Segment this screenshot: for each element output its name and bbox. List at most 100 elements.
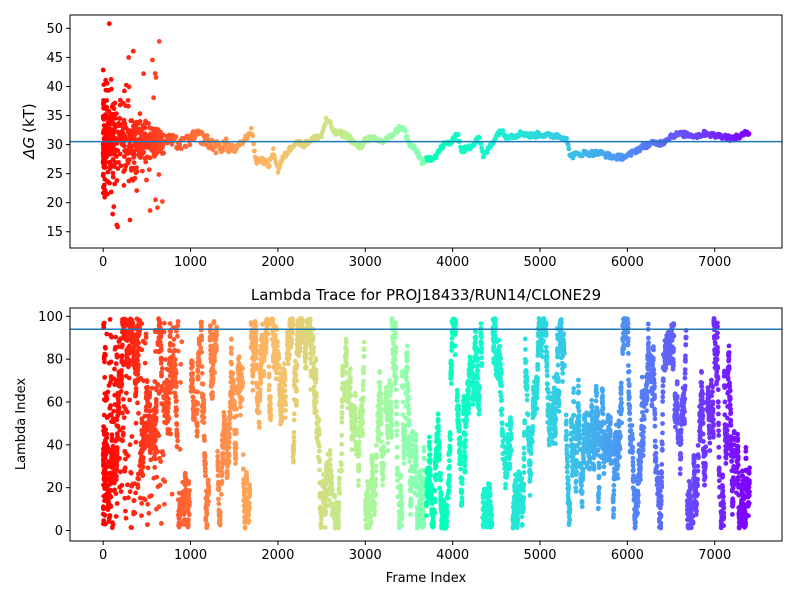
lambda-point [215, 462, 221, 467]
lambda-point [394, 422, 400, 428]
lambda-point [294, 378, 300, 384]
delta-g-point [267, 163, 272, 169]
lambda-point [140, 456, 146, 461]
lambda-point [257, 387, 263, 393]
lambda-point [437, 485, 442, 491]
delta-g-point [147, 155, 153, 161]
lambda-point [291, 459, 296, 465]
lambda-point [293, 372, 299, 378]
delta-g-point [102, 194, 108, 200]
lambda-point [199, 370, 205, 376]
lambda-point [119, 368, 124, 373]
x-tick-label: 0 [99, 255, 107, 270]
lambda-point [445, 495, 451, 501]
delta-g-point [141, 150, 147, 155]
delta-g-point [110, 157, 116, 162]
lambda-point [339, 419, 345, 425]
lambda-point [389, 431, 394, 437]
lambda-point [427, 446, 433, 452]
delta-g-point [480, 154, 486, 160]
lambda-point [408, 512, 413, 517]
y-tick-label: 50 [46, 22, 63, 37]
lambda-point [158, 334, 164, 340]
lambda-point [326, 497, 332, 503]
lambda-point [339, 410, 345, 415]
delta-g-point [270, 146, 276, 152]
lambda-point [219, 473, 225, 479]
lambda-point [394, 411, 399, 417]
delta-g-point [101, 105, 106, 111]
lambda-point [199, 337, 205, 343]
delta-g-point [220, 147, 226, 153]
lambda-point [413, 443, 419, 449]
lambda-point [246, 500, 252, 506]
lambda-point [428, 482, 434, 488]
lambda-point [406, 422, 412, 428]
delta-g-point [452, 136, 458, 142]
lambda-point [199, 364, 205, 369]
delta-g-point [149, 142, 155, 148]
lambda-point [377, 384, 383, 390]
lambda-point [303, 364, 309, 369]
lambda-point [360, 395, 366, 400]
lambda-point [258, 378, 264, 383]
lambda-point [413, 431, 419, 437]
delta-g-point [106, 21, 112, 27]
delta-g-point [100, 158, 106, 164]
lambda-point [356, 439, 362, 444]
lambda-point [246, 518, 252, 524]
lambda-point [307, 318, 313, 323]
delta-g-point [122, 133, 128, 139]
lambda-point [234, 406, 239, 412]
delta-g-point [146, 121, 151, 126]
lambda-point [194, 411, 200, 416]
delta-g-point [203, 142, 209, 148]
lambda-point [195, 376, 201, 382]
delta-g-point [110, 211, 116, 217]
lambda-point [339, 451, 344, 457]
lambda-point [378, 420, 384, 425]
lambda-point [317, 448, 322, 454]
lambda-point [186, 492, 192, 498]
lambda-point [438, 490, 444, 496]
delta-g-point [115, 224, 120, 230]
delta-g-point [156, 172, 162, 177]
lambda-point [266, 364, 272, 369]
lambda-point [457, 448, 463, 453]
lambda-point [406, 410, 412, 415]
lambda-point [394, 428, 400, 434]
lambda-point [456, 426, 462, 432]
lambda-point [459, 481, 465, 486]
delta-g-point [126, 178, 132, 184]
lambda-point [112, 487, 117, 493]
delta-g-point [136, 153, 142, 159]
lambda-point [268, 417, 273, 423]
delta-g-point [105, 133, 111, 139]
lambda-point [311, 350, 316, 355]
delta-g-point [275, 170, 281, 175]
lambda-trace-panel: Lambda Trace for PROJ18433/RUN14/CLONE29… [14, 286, 783, 586]
lambda-point [381, 449, 387, 455]
lambda-point [394, 404, 399, 410]
lambda-point [174, 434, 180, 439]
lambda-point [244, 470, 249, 475]
delta-g-point [118, 163, 124, 169]
lambda-point [407, 458, 413, 464]
delta-g-point [156, 39, 162, 44]
lambda-point [233, 413, 239, 419]
lambda-point [202, 453, 208, 459]
delta-g-point [746, 131, 752, 137]
lambda-point [226, 439, 232, 445]
y-tick-label: 25 [46, 167, 63, 182]
lambda-point [167, 334, 173, 339]
lambda-point [247, 487, 253, 493]
lambda-point [393, 324, 399, 330]
delta-g-point [204, 133, 210, 138]
lambda-point [401, 461, 407, 466]
delta-g-point [100, 190, 106, 196]
lambda-point [254, 348, 259, 354]
lambda-point [449, 362, 455, 368]
lambda-point [392, 357, 398, 363]
lambda-point [452, 352, 458, 358]
lambda-point [236, 361, 242, 366]
